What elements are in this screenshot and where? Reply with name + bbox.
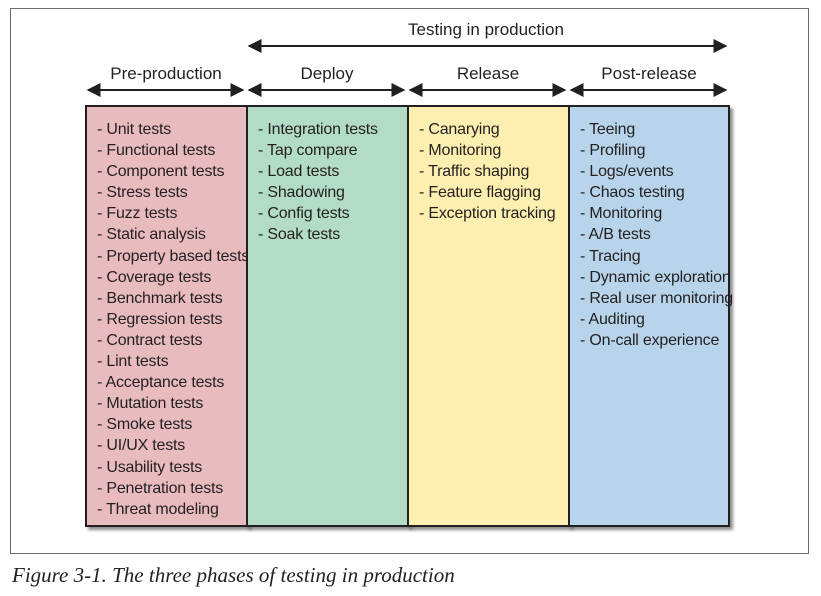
list-item: - Contract tests [97,331,203,349]
panel-post-release: - Teeing - Profiling - Logs/events - Chaos … [568,105,733,527]
list-item: - Property based tests [97,247,250,265]
list-item: - Monitoring [580,205,663,223]
list-item: - Profiling [580,142,646,160]
list-item: - Static analysis [97,226,206,244]
list-item: - Stress tests [97,184,188,202]
list-item: - Config tests [258,205,350,223]
list-item: - Benchmark tests [97,289,223,307]
list-item: - Real user monitoring [580,289,733,307]
list-item: - Acceptance tests [97,374,225,392]
list-item: - Tap compare [258,142,358,160]
phase-label-pre-production: Pre-production [110,64,222,83]
list-item: - Threat modeling [97,500,219,518]
list-item: - Fuzz tests [97,205,178,223]
list-item: - Dynamic exploration [580,268,731,286]
list-item: - Exception tracking [419,205,556,223]
list-item: - Logs/events [580,163,674,181]
testing-in-production-label: Testing in production [408,20,564,39]
list-item: - Integration tests [258,121,378,138]
list-item: - Regression tests [97,310,223,328]
list-item: - Functional tests [97,142,216,160]
list-item: - Chaos testing [580,184,685,202]
list-item: - Traffic shaping [419,163,530,181]
list-item: - Mutation tests [97,395,204,413]
list-item: - On-call experience [580,331,720,349]
list-item: - Coverage tests [97,268,212,286]
list-item: - Auditing [580,310,645,328]
deploy-list: - Integration tests - Tap compare - Load t… [258,119,407,246]
post-release-list: - Teeing - Profiling - Logs/events - Chaos … [580,119,733,351]
release-list: - Canarying - Monitoring - Traffic shaping… [419,119,568,224]
list-item: - Component tests [97,163,225,181]
pre-production-list: - Unit tests - Functional tests - Componen… [97,119,250,520]
list-item: - Canarying [419,121,500,138]
list-item: - Tracing [580,247,641,265]
panel-deploy: - Integration tests - Tap compare - Load t… [246,105,409,527]
phase-label-release: Release [456,64,520,83]
phase-label-deploy: Deploy [300,64,354,83]
list-item: - Penetration tests [97,479,224,497]
figure-caption: Figure 3-1. The three phases of testing … [12,563,455,587]
list-item: - Lint tests [97,353,169,371]
panel-pre-production: - Unit tests - Functional tests - Componen… [85,105,250,527]
list-item: - Unit tests [97,121,172,138]
list-item: - Load tests [258,163,340,181]
figure-frame [10,8,809,554]
list-item: - UI/UX tests [97,437,186,455]
list-item: - Monitoring [419,142,502,160]
panel-release: - Canarying - Monitoring - Traffic shaping… [407,105,570,527]
list-item: - Smoke tests [97,416,193,434]
list-item: - Usability tests [97,458,203,476]
list-item: - Feature flagging [419,184,541,202]
list-item: - Soak tests [258,226,341,244]
list-item: - Shadowing [258,184,345,202]
list-item: - A/B tests [580,226,651,244]
phase-label-post-release: Post-release [601,64,697,83]
list-item: - Teeing [580,121,636,138]
